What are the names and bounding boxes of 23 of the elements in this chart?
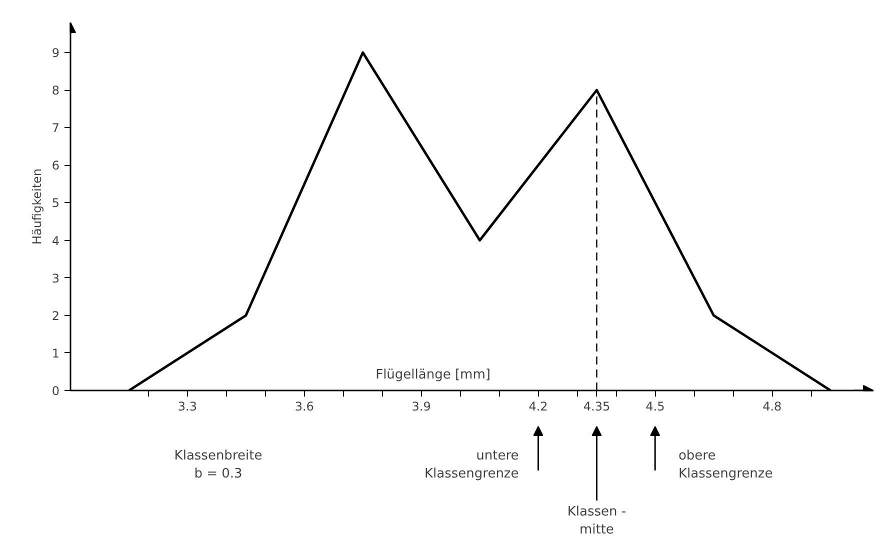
y-tick-label: 5 — [52, 196, 60, 210]
y-tick-label: 1 — [52, 346, 60, 360]
y-tick-label: 8 — [52, 84, 60, 98]
y-tick-label: 9 — [52, 46, 60, 60]
text: untere Klassengrenze — [424, 448, 519, 482]
x-tick-label: 3.6 — [294, 400, 314, 414]
x-tick-label: 4.2 — [528, 400, 548, 414]
y-tick-label: 4 — [52, 234, 60, 248]
x-tick-label: 4.8 — [762, 400, 782, 414]
x-axis-title: Flügellänge [mm] — [376, 368, 490, 382]
x-tick-label: 3.9 — [412, 400, 431, 414]
text: Klassenbreite b = 0.3 — [174, 448, 262, 482]
x-tick-label: 4.35 — [583, 400, 610, 414]
x-tick-label: 4.5 — [646, 400, 665, 414]
text: Klassen - mitte — [567, 504, 626, 538]
y-tick-label: 6 — [52, 158, 60, 173]
y-tick-label: 2 — [52, 308, 60, 323]
y-axis-title: Häufigkeiten — [30, 168, 44, 245]
text: obere Klassengrenze — [678, 448, 773, 482]
y-tick-label: 0 — [52, 384, 60, 398]
y-tick-label: 7 — [52, 121, 60, 136]
x-tick-label: 3.3 — [178, 400, 197, 414]
y-tick-label: 3 — [52, 271, 60, 286]
